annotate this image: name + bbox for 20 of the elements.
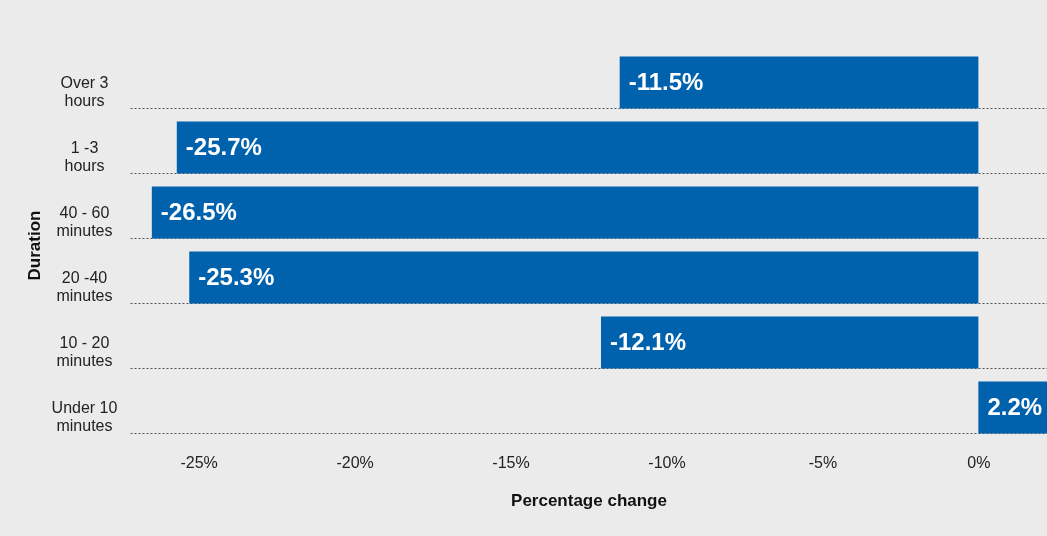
x-tick-label: -5%	[808, 453, 838, 471]
y-tick-label: 10 - 20 minutes	[56, 333, 113, 369]
data-label: -25.7%	[185, 132, 262, 160]
data-label: -26.5%	[160, 197, 237, 225]
x-tick-label: -10%	[648, 453, 686, 471]
x-axis-title: Percentage change	[511, 490, 667, 510]
y-axis-title: Duration	[24, 210, 44, 281]
data-label: 2.2%	[987, 392, 1043, 420]
x-tick-label: -25%	[180, 453, 218, 471]
y-tick-label: 20 -40 minutes	[56, 268, 113, 304]
data-label: -25.3%	[198, 262, 275, 290]
x-tick-label: 0%	[967, 453, 991, 471]
x-tick-label: -15%	[492, 453, 530, 471]
y-tick-label: Under 10 minutes	[51, 398, 118, 434]
y-tick-label: 1 -3 hours	[64, 138, 105, 174]
x-tick-label: -20%	[336, 453, 374, 471]
data-label: -11.5%	[628, 67, 704, 95]
y-tick-label: Over 3 hours	[60, 73, 109, 109]
data-label: -12.1%	[609, 327, 687, 355]
y-tick-label: 40 - 60 minutes	[56, 203, 113, 239]
